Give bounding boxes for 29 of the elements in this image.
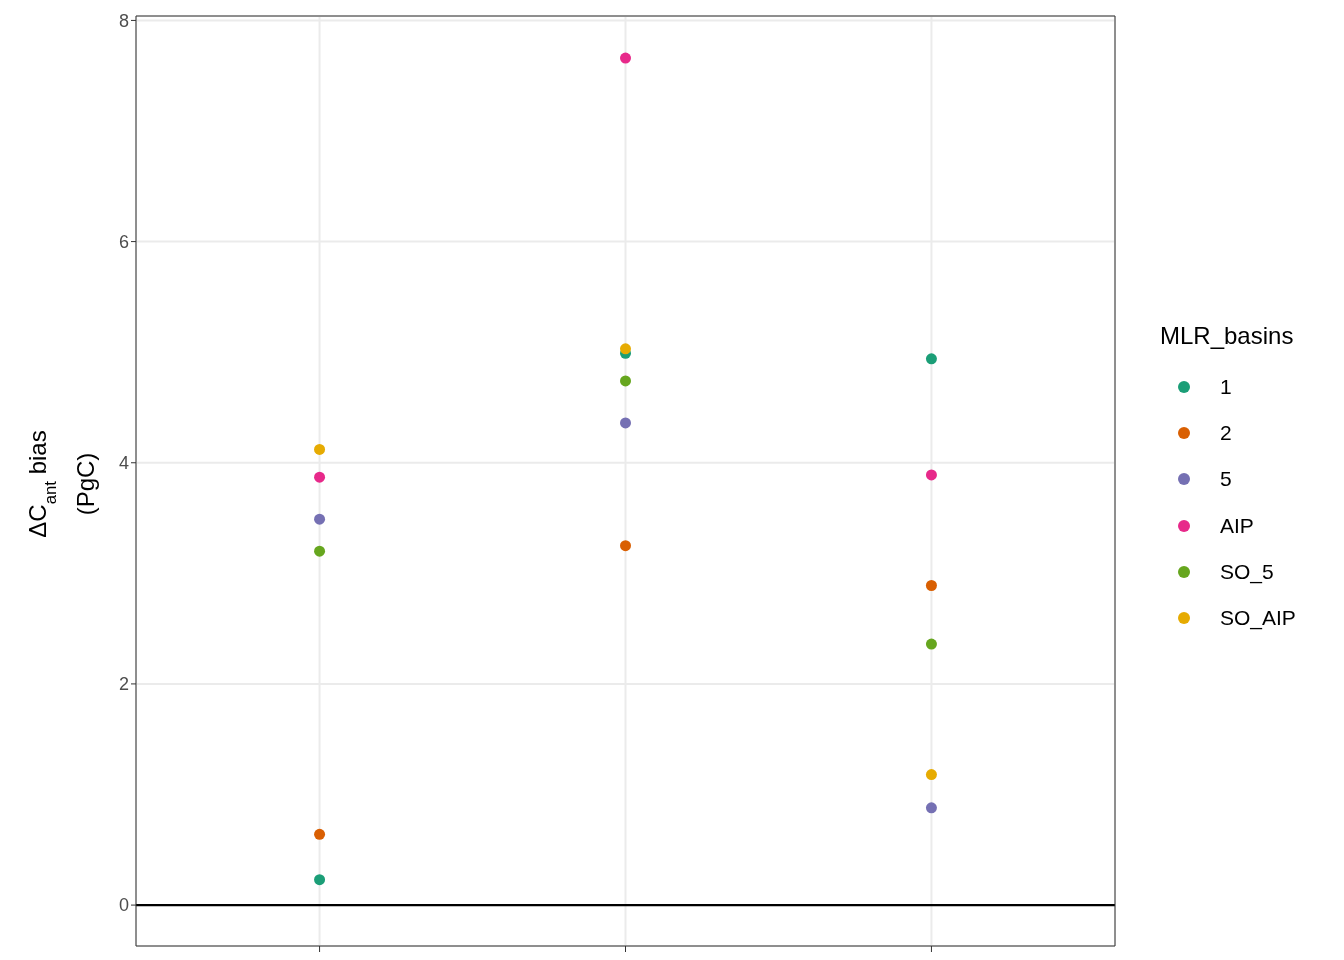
legend-label: 2 <box>1220 421 1232 446</box>
y-tick-label: 0 <box>118 895 129 916</box>
legend-label: AIP <box>1220 513 1254 538</box>
point <box>620 52 631 64</box>
point <box>925 580 937 591</box>
legend-label: SO_AIP <box>1220 606 1296 631</box>
y-tick-label: 8 <box>118 10 129 31</box>
point <box>314 471 326 483</box>
point <box>925 802 937 814</box>
point <box>314 828 326 840</box>
point <box>925 638 937 650</box>
point <box>314 443 326 455</box>
point <box>620 540 631 552</box>
legend-label: SO_5 <box>1220 559 1274 584</box>
legend-title: MLR_basins <box>1160 322 1295 350</box>
point <box>620 375 631 387</box>
y-tick-label: 2 <box>118 674 129 695</box>
point <box>925 353 937 365</box>
y-tick-label: 4 <box>118 453 129 474</box>
y-tick-label: 6 <box>118 231 129 252</box>
legend-label: 1 <box>1220 375 1232 400</box>
point <box>314 513 326 525</box>
legend-label: 5 <box>1220 467 1232 492</box>
point <box>620 417 631 429</box>
point <box>925 769 937 781</box>
point <box>314 545 326 557</box>
point <box>925 469 937 481</box>
point <box>314 874 326 886</box>
point <box>620 343 631 355</box>
